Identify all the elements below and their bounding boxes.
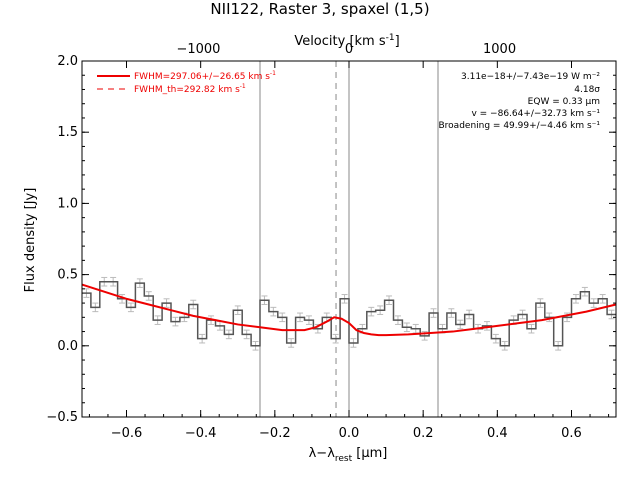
data-series [82,280,616,347]
fit-curve [81,283,617,337]
reference-lines [259,61,439,417]
x-tick-label: 0.2 [413,426,434,441]
x-tick-label: −0.2 [259,426,291,441]
x-tick-label: −0.6 [111,426,143,441]
y-tick-label: 1.0 [57,196,78,211]
annotation-broadening: Broadening = 49.99+/−4.46 km s⁻¹ [439,121,601,131]
annotations: 3.11e−18+/−7.43e−19 W m⁻² 4.18σ EQW = 0.… [439,72,601,131]
y-tick-label: 2.0 [57,54,78,69]
top-axis-ticks: −1000 0 1000 [176,42,516,57]
legend-fwhm-th: FWHM_th=292.82 km s-1 [134,83,246,95]
legend: FWHM=297.06+/−26.65 km s-1 FWHM_th=292.8… [97,70,276,95]
top-tick-label: 0 [345,42,353,57]
x-tick-label: 0.0 [339,426,360,441]
annotation-eqw: EQW = 0.33 μm [528,97,600,107]
top-tick-label: 1000 [483,42,516,57]
top-tick-label: −1000 [176,42,220,57]
y-tick-label: −0.5 [46,410,78,425]
plot-frame [81,60,617,418]
annotation-flux: 3.11e−18+/−7.43e−19 W m⁻² [461,72,600,82]
chart-title: NII122, Raster 3, spaxel (1,5) [210,0,429,18]
x-axis-ticks: −0.6 −0.4 −0.2 0.0 0.2 0.4 0.6 [88,61,610,441]
x-axis-label: λ−λrest [μm] [309,446,388,464]
y-tick-label: 0.5 [57,268,78,283]
x-tick-label: 0.4 [487,426,508,441]
y-axis-label: Flux density [Jy] [23,188,38,293]
annotation-velocity: v = −86.64+/−32.73 km s⁻¹ [471,109,600,119]
x-tick-label: 0.6 [561,426,582,441]
legend-fwhm: FWHM=297.06+/−26.65 km s-1 [134,70,276,82]
top-axis-label: Velocity [km s-1] [294,33,399,49]
y-tick-label: 0.0 [57,339,78,354]
data-step-line [82,280,616,347]
fit-series [81,283,617,337]
x-tick-label: −0.4 [185,426,217,441]
annotation-sigma: 4.18σ [574,85,600,95]
y-tick-label: 1.5 [57,125,78,140]
